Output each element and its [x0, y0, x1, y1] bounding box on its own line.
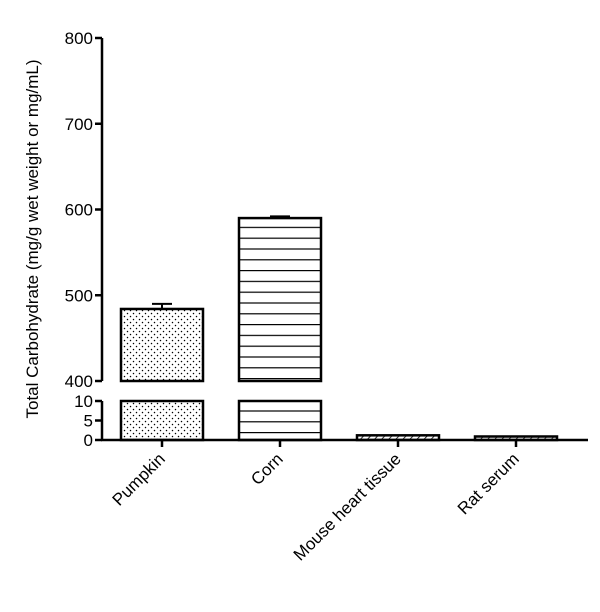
bars-group	[119, 216, 559, 442]
error-bars-group	[152, 215, 290, 309]
bar	[119, 399, 205, 442]
x-tick-label: Rat serum	[454, 449, 523, 518]
y-tick-label: 400	[65, 372, 93, 391]
bar	[237, 216, 323, 383]
y-tick-label: 0	[84, 431, 93, 450]
x-tick-label: Pumpkin	[109, 449, 169, 509]
x-tick-label: Mouse heart tissue	[290, 449, 405, 564]
y-tick-label: 5	[84, 412, 93, 431]
y-tick-label: 500	[65, 286, 93, 305]
y-tick-label: 700	[65, 115, 93, 134]
bar	[237, 399, 323, 442]
bar	[119, 307, 205, 383]
y-axis-title: Total Carbohydrate (mg/g wet weight or m…	[23, 59, 42, 418]
x-ticks-group: Pumpkin Corn Mouse heart tissue Rat serum	[109, 440, 523, 564]
y-tick-label: 600	[65, 201, 93, 220]
y-tick-label: 800	[65, 29, 93, 48]
y-tick-label: 10	[74, 392, 93, 411]
x-tick-label: Corn	[247, 449, 286, 488]
